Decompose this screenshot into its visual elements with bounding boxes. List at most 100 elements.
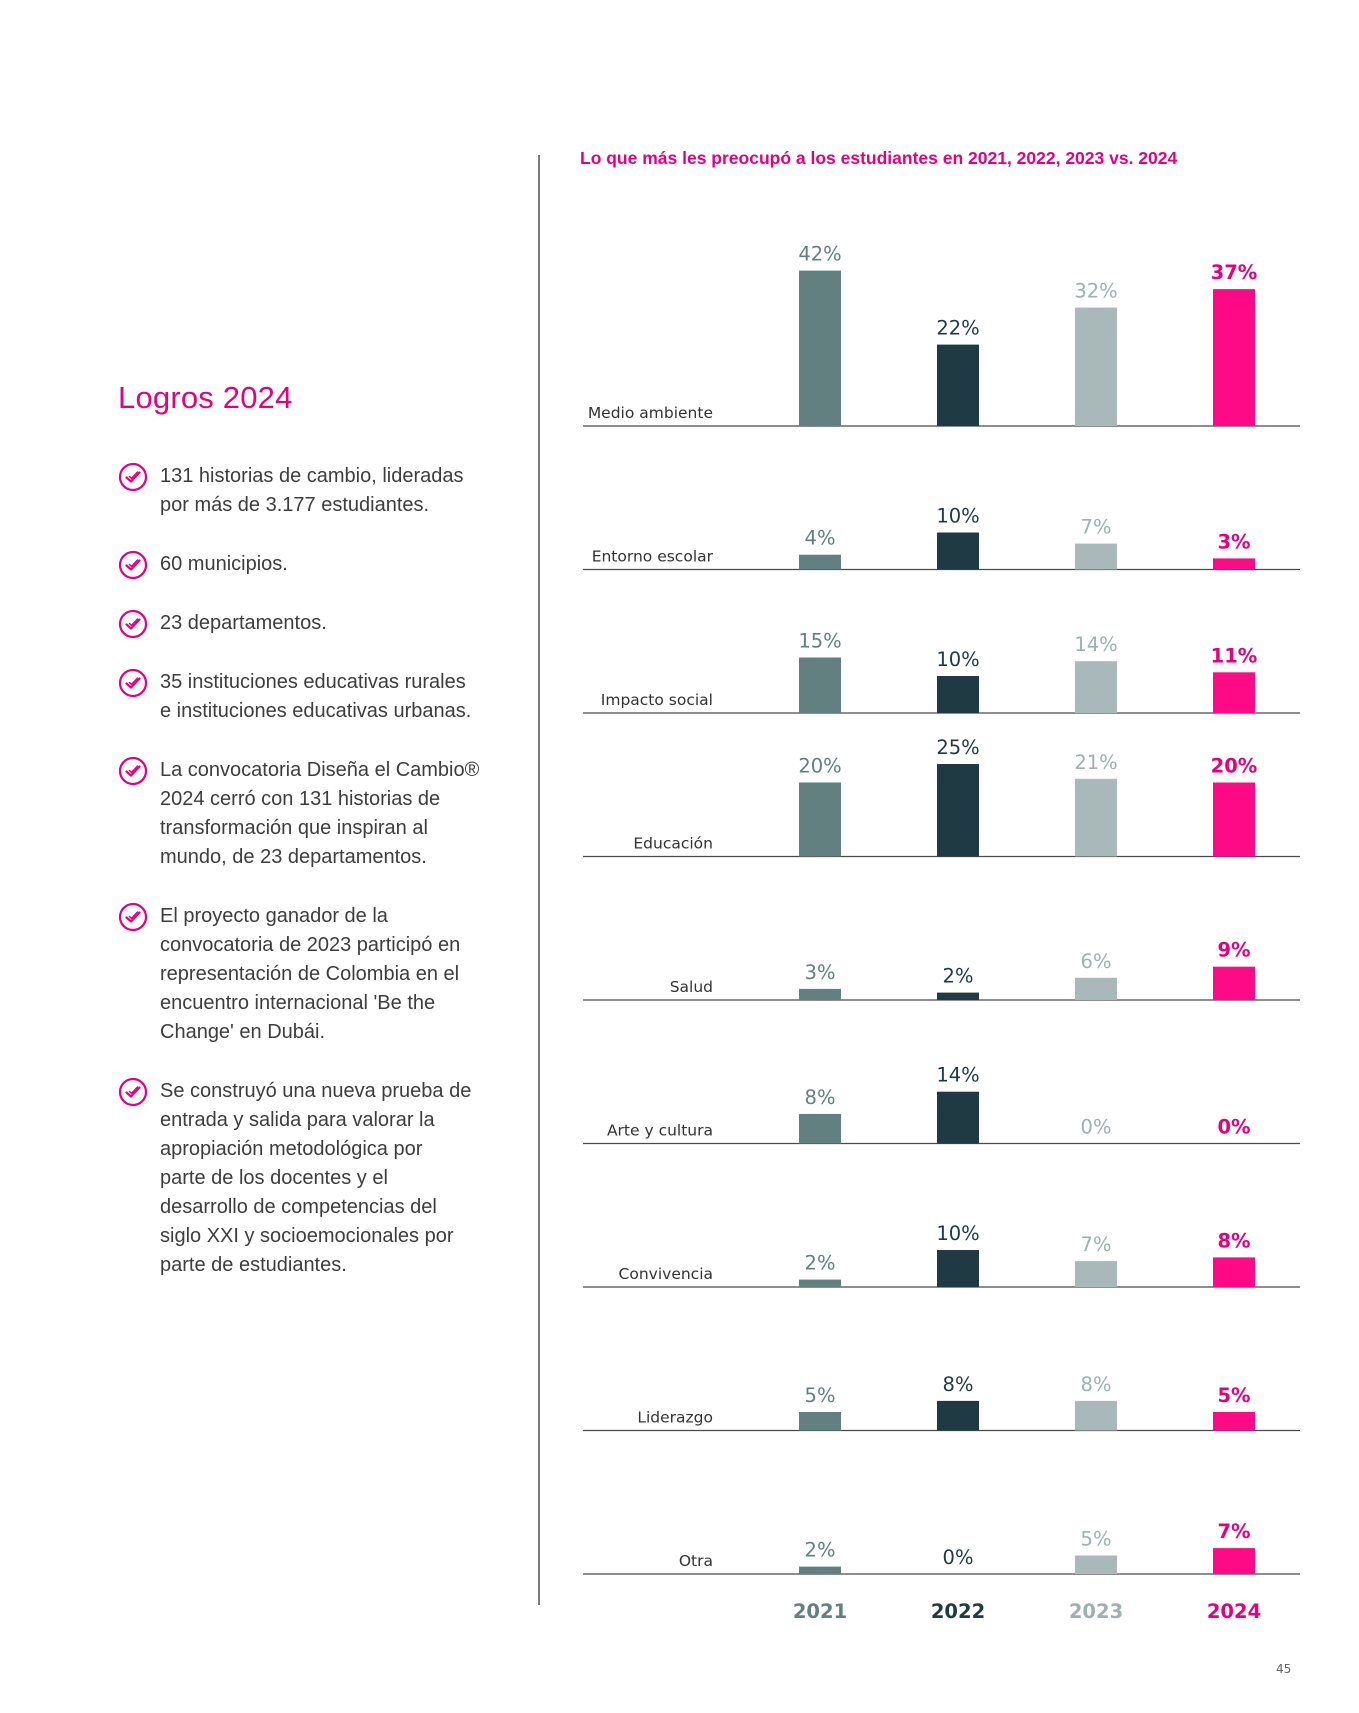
bar-2024-impacto-social	[1213, 672, 1255, 713]
data-label-2021-liderazgo: 5%	[805, 1384, 836, 1407]
bar-2024-educacion	[1213, 782, 1255, 857]
category-label-entorno-escolar: Entorno escolar	[592, 548, 714, 566]
data-label-2023-convivencia: 7%	[1081, 1233, 1112, 1256]
data-label-2023-educacion: 21%	[1074, 751, 1117, 774]
achievement-item: El proyecto ganador de la convocatoria d…	[118, 902, 518, 1047]
bar-2021-entorno-escolar	[799, 554, 841, 570]
bar-2022-medio-ambiente	[937, 344, 979, 426]
bar-2021-otra	[799, 1566, 841, 1574]
legend-2021: 2021	[793, 1600, 847, 1623]
bar-2023-liderazgo	[1075, 1400, 1117, 1431]
page-number: 45	[1276, 1662, 1292, 1676]
bar-2022-educacion	[937, 764, 979, 857]
bar-2023-impacto-social	[1075, 661, 1117, 713]
check-circle-icon	[118, 756, 148, 786]
data-label-2023-impacto-social: 14%	[1074, 633, 1117, 656]
data-label-2024-medio-ambiente: 37%	[1211, 261, 1258, 284]
bar-2021-salud	[799, 988, 841, 1000]
achievement-item: 35 instituciones educativas rurales e in…	[118, 668, 518, 726]
bar-2023-entorno-escolar	[1075, 543, 1117, 570]
bar-2024-salud	[1213, 966, 1255, 1000]
data-label-2022-convivencia: 10%	[936, 1222, 979, 1245]
data-label-2024-arte-y-cultura: 0%	[1217, 1116, 1250, 1139]
data-label-2024-salud: 9%	[1217, 939, 1250, 962]
data-label-2022-arte-y-cultura: 14%	[936, 1064, 979, 1087]
bar-2023-educacion	[1075, 778, 1117, 857]
achievement-text: 23 departamentos.	[160, 612, 327, 634]
bar-2021-convivencia	[799, 1279, 841, 1287]
data-label-2023-otra: 5%	[1081, 1528, 1112, 1551]
category-label-otra: Otra	[679, 1552, 713, 1570]
data-label-2021-entorno-escolar: 4%	[805, 527, 836, 550]
data-label-2024-otra: 7%	[1217, 1520, 1250, 1543]
data-label-2021-medio-ambiente: 42%	[798, 243, 841, 266]
check-circle-icon	[118, 902, 148, 932]
bar-2022-convivencia	[937, 1250, 979, 1287]
data-label-2021-educacion: 20%	[798, 755, 841, 778]
legend-2022: 2022	[931, 1600, 985, 1623]
data-label-2024-liderazgo: 5%	[1217, 1384, 1250, 1407]
bar-2023-salud	[1075, 977, 1117, 1000]
bar-2022-arte-y-cultura	[937, 1091, 979, 1144]
bar-2024-liderazgo	[1213, 1412, 1255, 1431]
bar-2022-salud	[937, 992, 979, 1000]
bar-2022-liderazgo	[937, 1400, 979, 1431]
bar-2021-medio-ambiente	[799, 270, 841, 426]
category-label-arte-y-cultura: Arte y cultura	[607, 1122, 713, 1140]
achievement-text: El proyecto ganador de la convocatoria d…	[160, 905, 461, 1043]
data-label-2021-salud: 3%	[805, 961, 836, 984]
check-circle-icon	[118, 668, 148, 698]
category-label-liderazgo: Liderazgo	[637, 1409, 713, 1427]
achievement-item: 23 departamentos.	[118, 609, 518, 639]
data-label-2023-liderazgo: 8%	[1081, 1373, 1112, 1396]
category-label-convivencia: Convivencia	[619, 1265, 713, 1283]
achievements-panel: Logros 2024 131 historias de cambio, lid…	[118, 380, 518, 1310]
data-label-2023-arte-y-cultura: 0%	[1081, 1116, 1112, 1139]
bar-2021-liderazgo	[799, 1412, 841, 1431]
data-label-2022-medio-ambiente: 22%	[936, 317, 979, 340]
bar-2024-otra	[1213, 1548, 1255, 1574]
category-label-salud: Salud	[670, 978, 713, 996]
bar-2023-convivencia	[1075, 1261, 1117, 1287]
data-label-2023-entorno-escolar: 7%	[1081, 516, 1112, 539]
data-label-2023-salud: 6%	[1081, 950, 1112, 973]
data-label-2022-entorno-escolar: 10%	[936, 505, 979, 528]
achievement-item: La convocatoria Diseña el Cambio® 2024 c…	[118, 756, 518, 872]
data-label-2024-educacion: 20%	[1211, 755, 1258, 778]
achievement-text: 35 instituciones educativas rurales e in…	[160, 671, 472, 722]
check-circle-icon	[118, 550, 148, 580]
data-label-2021-convivencia: 2%	[805, 1252, 836, 1275]
bar-2022-entorno-escolar	[937, 532, 979, 570]
achievement-text: 131 historias de cambio, lideradas por m…	[160, 465, 464, 516]
data-label-2024-entorno-escolar: 3%	[1217, 530, 1250, 553]
data-label-2022-liderazgo: 8%	[943, 1373, 974, 1396]
bar-2023-medio-ambiente	[1075, 307, 1117, 426]
bar-2021-educacion	[799, 782, 841, 857]
check-circle-icon	[118, 1077, 148, 1107]
bar-2022-impacto-social	[937, 676, 979, 713]
bar-2024-entorno-escolar	[1213, 558, 1255, 570]
column-divider	[538, 155, 540, 1605]
data-label-2022-impacto-social: 10%	[936, 648, 979, 671]
data-label-2021-otra: 2%	[805, 1539, 836, 1562]
legend-2024: 2024	[1207, 1600, 1261, 1623]
category-label-medio-ambiente: Medio ambiente	[588, 404, 713, 422]
check-circle-icon	[118, 462, 148, 492]
achievement-text: 60 municipios.	[160, 553, 288, 575]
chart-title: Lo que más les preocupó a los estudiante…	[580, 148, 1178, 168]
achievement-text: Se construyó una nueva prueba de entrada…	[160, 1080, 472, 1276]
bar-2021-impacto-social	[799, 657, 841, 713]
achievement-item: 60 municipios.	[118, 550, 518, 580]
achievement-item: 131 historias de cambio, lideradas por m…	[118, 462, 518, 520]
bar-2024-convivencia	[1213, 1257, 1255, 1287]
check-circle-icon	[118, 609, 148, 639]
data-label-2022-salud: 2%	[943, 965, 974, 988]
data-label-2021-impacto-social: 15%	[798, 630, 841, 653]
data-label-2022-otra: 0%	[943, 1546, 974, 1569]
legend-2023: 2023	[1069, 1600, 1123, 1623]
category-label-educacion: Educación	[633, 835, 713, 853]
category-label-impacto-social: Impacto social	[601, 691, 713, 709]
data-label-2022-educacion: 25%	[936, 736, 979, 759]
achievements-title: Logros 2024	[118, 380, 293, 415]
